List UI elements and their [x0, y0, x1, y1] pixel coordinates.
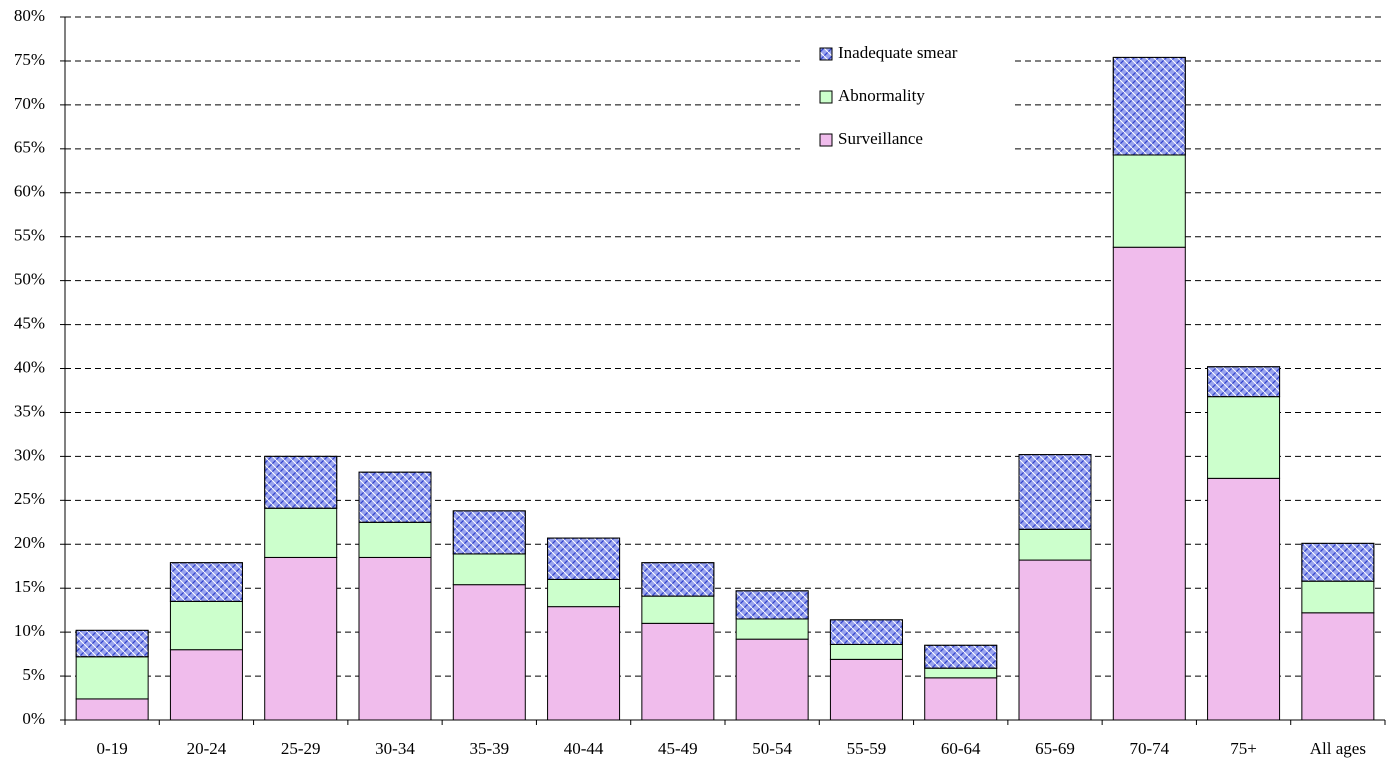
bar-segment — [358, 556, 432, 721]
legend-swatch — [819, 90, 833, 104]
bar-hatch — [641, 562, 715, 597]
bar-hatch — [829, 619, 903, 645]
y-tick-label: 45% — [14, 313, 45, 332]
bar-segment — [1018, 528, 1092, 561]
bar-segment — [1112, 154, 1186, 248]
y-tick-label: 5% — [22, 665, 45, 684]
bar-segment — [547, 606, 621, 721]
bar-segment — [1301, 580, 1375, 614]
y-tick-label: 25% — [14, 489, 45, 508]
bar-hatch — [169, 562, 243, 602]
bar-hatch — [1112, 56, 1186, 156]
bar-hatch — [1018, 454, 1092, 530]
bar-hatch — [1301, 542, 1375, 582]
bar-hatch — [75, 629, 149, 658]
bar-segment — [452, 584, 526, 721]
y-tick-label: 15% — [14, 577, 45, 596]
x-tick-label: All ages — [1310, 739, 1366, 758]
bar-segment — [1018, 559, 1092, 721]
x-tick-label: 20-24 — [187, 739, 227, 758]
x-tick-label: 60-64 — [941, 739, 981, 758]
x-tick-label: 70-74 — [1129, 739, 1169, 758]
y-tick-label: 35% — [14, 401, 45, 420]
bar-segment — [547, 578, 621, 608]
y-tick-label: 55% — [14, 226, 45, 245]
y-tick-label: 20% — [14, 533, 45, 552]
legend-swatch — [819, 133, 833, 147]
x-tick-label: 0-19 — [97, 739, 128, 758]
bar-segment — [452, 553, 526, 586]
y-tick-label: 10% — [14, 621, 45, 640]
y-tick-label: 60% — [14, 182, 45, 201]
bar-hatch — [924, 644, 998, 669]
y-tick-label: 80% — [14, 6, 45, 25]
x-tick-label: 35-39 — [469, 739, 509, 758]
bar-segment — [75, 656, 149, 700]
bar-hatch — [547, 537, 621, 580]
y-tick-label: 65% — [14, 138, 45, 157]
bar-segment — [829, 643, 903, 660]
bar-segment — [1301, 612, 1375, 721]
y-tick-label: 50% — [14, 270, 45, 289]
bar-segment — [75, 698, 149, 721]
bar-segment — [358, 521, 432, 558]
y-tick-label: 30% — [14, 445, 45, 464]
bar-hatch — [1207, 366, 1281, 398]
bar-hatch — [264, 455, 338, 509]
x-tick-label: 30-34 — [375, 739, 415, 758]
x-tick-label: 45-49 — [658, 739, 698, 758]
legend-label: Surveillance — [838, 129, 923, 148]
legend-hatch — [819, 47, 833, 61]
x-tick-label: 55-59 — [847, 739, 887, 758]
bar-segment — [169, 600, 243, 651]
bar-segment — [924, 667, 998, 679]
bar-segment — [735, 638, 809, 721]
y-tick-label: 75% — [14, 50, 45, 69]
legend-box — [800, 32, 1015, 160]
bar-segment — [641, 622, 715, 721]
legend-label: Inadequate smear — [838, 43, 958, 62]
x-tick-label: 25-29 — [281, 739, 321, 758]
bar-segment — [829, 658, 903, 721]
bar-segment — [1112, 246, 1186, 721]
bar-hatch — [452, 510, 526, 555]
y-tick-label: 40% — [14, 357, 45, 376]
bar-segment — [264, 507, 338, 558]
x-tick-label: 65-69 — [1035, 739, 1075, 758]
y-tick-label: 70% — [14, 94, 45, 113]
y-tick-label: 0% — [22, 709, 45, 728]
bar-hatch — [735, 590, 809, 620]
bar-segment — [735, 618, 809, 640]
bar-segment — [1207, 477, 1281, 721]
x-tick-label: 75+ — [1230, 739, 1257, 758]
bar-segment — [264, 556, 338, 721]
bar-segment — [641, 595, 715, 624]
bar-hatch — [358, 471, 432, 523]
bar-segment — [1207, 396, 1281, 479]
legend-label: Abnormality — [838, 86, 925, 105]
x-tick-label: 50-54 — [752, 739, 792, 758]
x-tick-label: 40-44 — [564, 739, 604, 758]
bar-segment — [169, 649, 243, 721]
bar-segment — [924, 677, 998, 721]
